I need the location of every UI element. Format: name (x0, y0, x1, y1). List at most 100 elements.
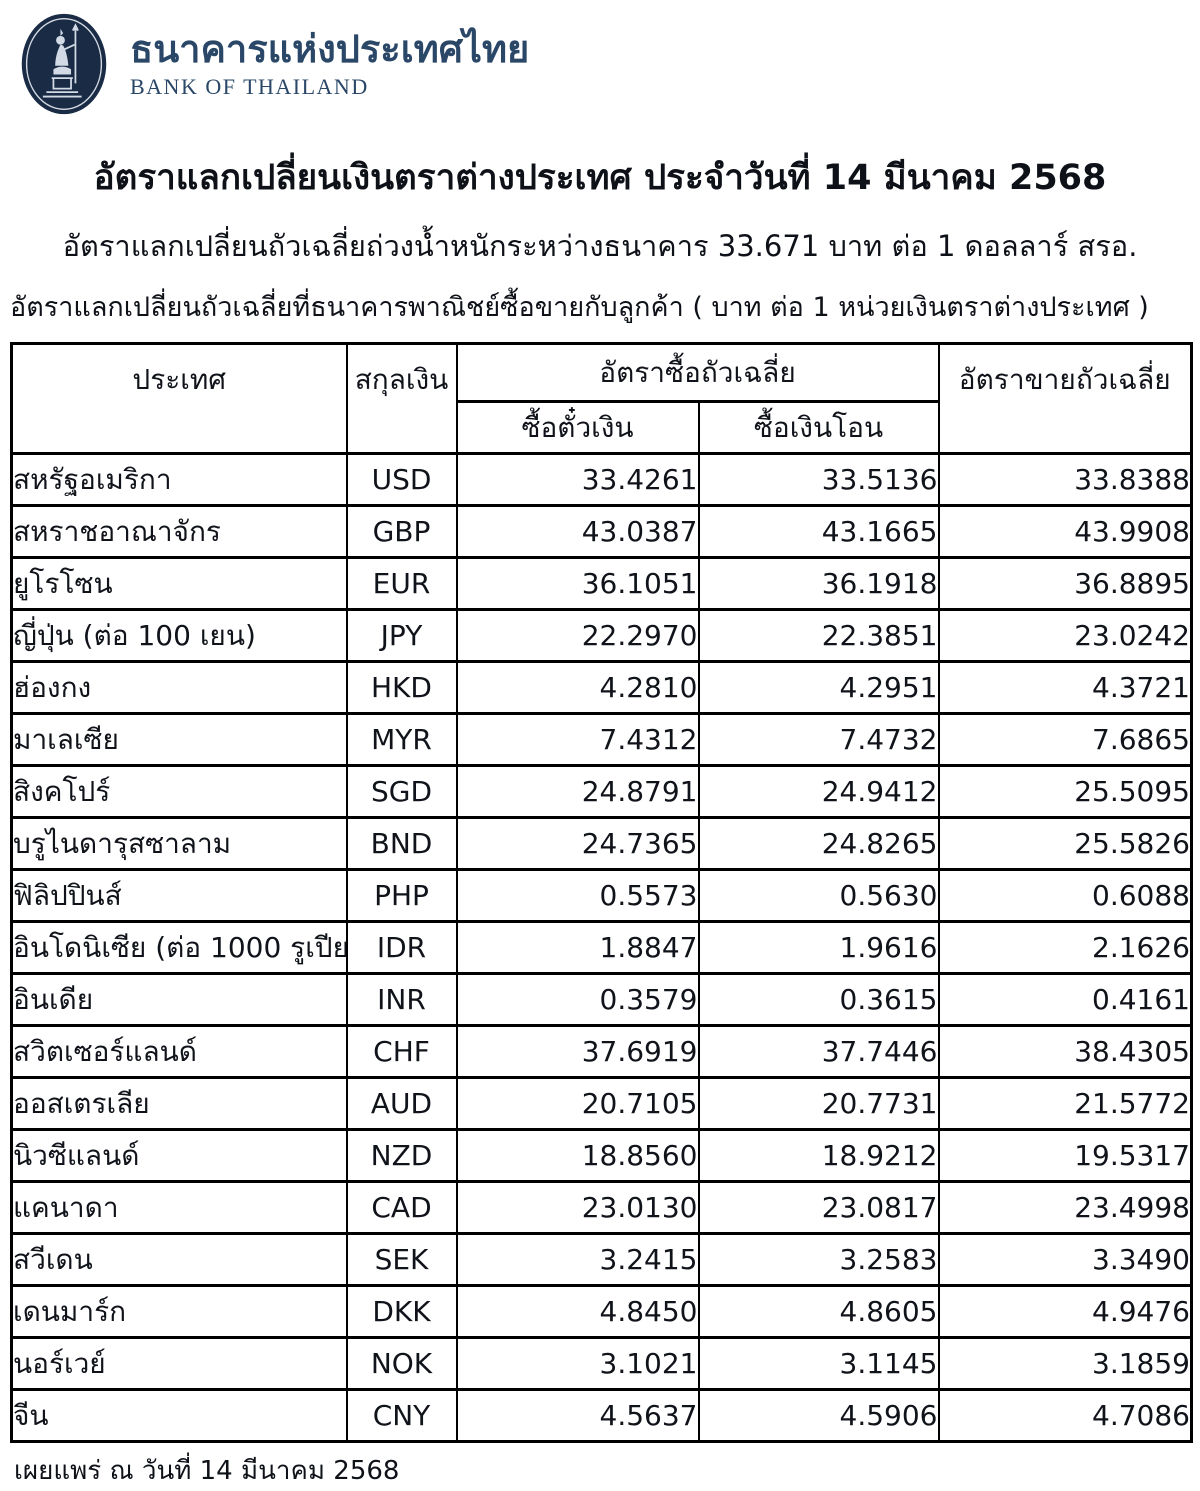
buying-bill-rate-cell: 20.7105 (455, 1076, 700, 1131)
selling-rate-cell: 4.3721 (937, 660, 1193, 715)
column-header-country: ประเทศ (10, 342, 348, 455)
interbank-rate-subtitle: อัตราแลกเปลี่ยนถัวเฉลี่ยถ่วงน้ำหนักระหว่… (62, 229, 1138, 263)
selling-rate-cell: 33.8388 (937, 452, 1193, 507)
currency-code-cell: NZD (345, 1128, 458, 1183)
selling-rate-cell: 23.4998 (937, 1180, 1193, 1235)
selling-rate-cell: 38.4305 (937, 1024, 1193, 1079)
country-cell: สิงคโปร์ (10, 764, 348, 819)
buying-transfer-rate-cell: 18.9212 (697, 1128, 940, 1183)
country-cell: ยูโรโซน (10, 556, 348, 611)
buying-transfer-rate-cell: 23.0817 (697, 1180, 940, 1235)
buying-transfer-rate-cell: 24.8265 (697, 816, 940, 871)
column-header-currency: สกุลเงิน (345, 342, 458, 455)
currency-code-cell: EUR (345, 556, 458, 611)
table-row: ฟิลิปปินส์ PHP 0.5573 0.5630 0.6088 (10, 868, 1193, 923)
country-cell: ฮ่องกง (10, 660, 348, 715)
bank-name-english: BANK OF THAILAND (130, 73, 369, 99)
country-cell: สหราชอาณาจักร (10, 504, 348, 559)
column-header-buying-bill: ซื้อตั๋วเงิน (455, 400, 700, 455)
buying-bill-rate-cell: 37.6919 (455, 1024, 700, 1079)
selling-rate-cell: 4.7086 (937, 1388, 1193, 1443)
table-row: สิงคโปร์ SGD 24.8791 24.9412 25.5095 (10, 764, 1193, 819)
table-row: แคนาดา CAD 23.0130 23.0817 23.4998 (10, 1180, 1193, 1235)
buying-bill-rate-cell: 22.2970 (455, 608, 700, 663)
buying-transfer-rate-cell: 37.7446 (697, 1024, 940, 1079)
country-cell: อินโดนิเซีย (ต่อ 1000 รูเปีย) (10, 920, 348, 975)
buying-transfer-rate-cell: 0.3615 (697, 972, 940, 1027)
country-cell: ออสเตรเลีย (10, 1076, 348, 1131)
currency-code-cell: INR (345, 972, 458, 1027)
table-row: สวีเดน SEK 3.2415 3.2583 3.3490 (10, 1232, 1193, 1287)
currency-code-cell: CNY (345, 1388, 458, 1443)
currency-code-cell: SEK (345, 1232, 458, 1287)
selling-rate-cell: 2.1626 (937, 920, 1193, 975)
currency-code-cell: PHP (345, 868, 458, 923)
country-cell: นอร์เวย์ (10, 1336, 348, 1391)
selling-rate-cell: 3.1859 (937, 1336, 1193, 1391)
table-body: สหรัฐอเมริกา USD 33.4261 33.5136 33.8388… (10, 452, 1193, 1443)
currency-code-cell: NOK (345, 1336, 458, 1391)
bank-name-thai: ธนาคารแห่งประเทศไทย (130, 27, 530, 72)
selling-rate-cell: 25.5095 (937, 764, 1193, 819)
currency-code-cell: IDR (345, 920, 458, 975)
currency-code-cell: BND (345, 816, 458, 871)
table-row: มาเลเซีย MYR 7.4312 7.4732 7.6865 (10, 712, 1193, 767)
page-title: อัตราแลกเปลี่ยนเงินตราต่างประเทศ ประจำวั… (93, 158, 1107, 198)
table-row: ฮ่องกง HKD 4.2810 4.2951 4.3721 (10, 660, 1193, 715)
currency-code-cell: CAD (345, 1180, 458, 1235)
table-row: นิวซีแลนด์ NZD 18.8560 18.9212 19.5317 (10, 1128, 1193, 1183)
country-cell: จีน (10, 1388, 348, 1443)
selling-rate-cell: 7.6865 (937, 712, 1193, 767)
buying-transfer-rate-cell: 4.2951 (697, 660, 940, 715)
buying-bill-rate-cell: 3.1021 (455, 1336, 700, 1391)
column-header-buying-group: อัตราซื้อถัวเฉลี่ย (455, 342, 940, 403)
selling-rate-cell: 0.4161 (937, 972, 1193, 1027)
table-row: จีน CNY 4.5637 4.5906 4.7086 (10, 1388, 1193, 1443)
buying-bill-rate-cell: 0.5573 (455, 868, 700, 923)
buying-bill-rate-cell: 33.4261 (455, 452, 700, 507)
selling-rate-cell: 23.0242 (937, 608, 1193, 663)
country-cell: มาเลเซีย (10, 712, 348, 767)
buying-bill-rate-cell: 18.8560 (455, 1128, 700, 1183)
bank-header: ธนาคารแห่งประเทศไทย BANK OF THAILAND (0, 0, 1200, 120)
column-header-selling: อัตราขายถัวเฉลี่ย (937, 342, 1193, 455)
buying-bill-rate-cell: 7.4312 (455, 712, 700, 767)
buying-transfer-rate-cell: 3.1145 (697, 1336, 940, 1391)
buying-transfer-rate-cell: 0.5630 (697, 868, 940, 923)
customer-rate-subtitle: อัตราแลกเปลี่ยนถัวเฉลี่ยที่ธนาคารพาณิชย์… (10, 292, 1149, 323)
buying-transfer-rate-cell: 22.3851 (697, 608, 940, 663)
buying-bill-rate-cell: 23.0130 (455, 1180, 700, 1235)
currency-code-cell: JPY (345, 608, 458, 663)
currency-code-cell: CHF (345, 1024, 458, 1079)
buying-bill-rate-cell: 4.5637 (455, 1388, 700, 1443)
table-row: นอร์เวย์ NOK 3.1021 3.1145 3.1859 (10, 1336, 1193, 1391)
bank-name-block: ธนาคารแห่งประเทศไทย BANK OF THAILAND (130, 27, 530, 100)
buying-bill-rate-cell: 0.3579 (455, 972, 700, 1027)
selling-rate-cell: 3.3490 (937, 1232, 1193, 1287)
table-row: อินโดนิเซีย (ต่อ 1000 รูเปีย) IDR 1.8847… (10, 920, 1193, 975)
currency-code-cell: SGD (345, 764, 458, 819)
currency-code-cell: GBP (345, 504, 458, 559)
currency-code-cell: AUD (345, 1076, 458, 1131)
country-cell: อินเดีย (10, 972, 348, 1027)
currency-code-cell: DKK (345, 1284, 458, 1339)
selling-rate-cell: 21.5772 (937, 1076, 1193, 1131)
table-row: สวิตเซอร์แลนด์ CHF 37.6919 37.7446 38.43… (10, 1024, 1193, 1079)
buying-transfer-rate-cell: 4.5906 (697, 1388, 940, 1443)
buying-transfer-rate-cell: 36.1918 (697, 556, 940, 611)
selling-rate-cell: 36.8895 (937, 556, 1193, 611)
country-cell: ฟิลิปปินส์ (10, 868, 348, 923)
column-header-buying-transfer: ซื้อเงินโอน (697, 400, 940, 455)
buying-transfer-rate-cell: 33.5136 (697, 452, 940, 507)
country-cell: สหรัฐอเมริกา (10, 452, 348, 507)
table-row: ออสเตรเลีย AUD 20.7105 20.7731 21.5772 (10, 1076, 1193, 1131)
country-cell: บรูไนดารุสซาลาม (10, 816, 348, 871)
table-row: อินเดีย INR 0.3579 0.3615 0.4161 (10, 972, 1193, 1027)
country-cell: สวีเดน (10, 1232, 348, 1287)
table-row: สหราชอาณาจักร GBP 43.0387 43.1665 43.990… (10, 504, 1193, 559)
selling-rate-cell: 19.5317 (937, 1128, 1193, 1183)
table-row: เดนมาร์ก DKK 4.8450 4.8605 4.9476 (10, 1284, 1193, 1339)
buying-transfer-rate-cell: 4.8605 (697, 1284, 940, 1339)
buying-bill-rate-cell: 43.0387 (455, 504, 700, 559)
